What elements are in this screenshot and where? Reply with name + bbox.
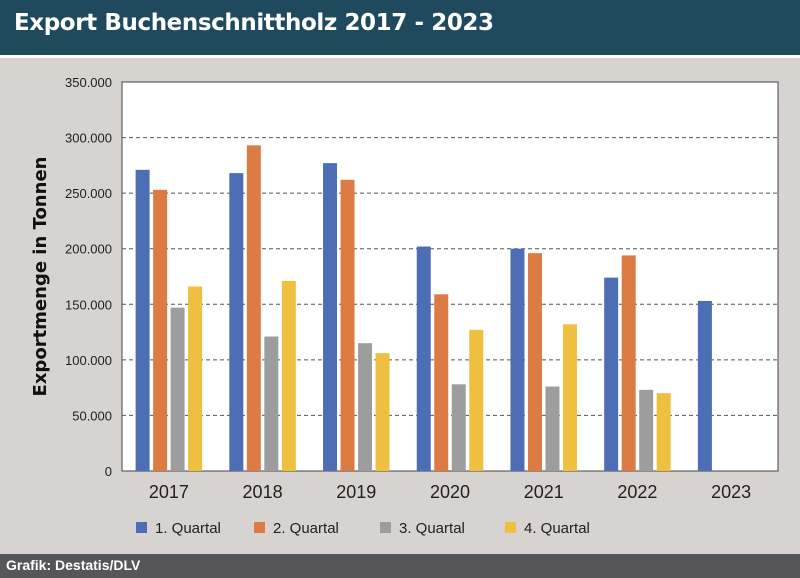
bar <box>639 389 654 471</box>
legend-swatch <box>254 522 265 533</box>
bar <box>246 145 261 471</box>
bar <box>375 353 390 471</box>
bar <box>264 336 279 471</box>
bar <box>281 280 296 471</box>
bar <box>340 179 355 471</box>
legend-label: 2. Quartal <box>273 520 339 537</box>
x-tick-label: 2017 <box>149 482 189 502</box>
legend-swatch <box>136 522 147 533</box>
source-credit: Grafik: Destatis/DLV <box>6 557 141 573</box>
legend-label: 1. Quartal <box>155 520 221 537</box>
y-tick-label: 200.000 <box>65 242 112 257</box>
bar <box>510 248 525 471</box>
bar-chart: 0 50.000 100.000 150.000 200.000 250.000 300.0… <box>30 75 779 537</box>
bar <box>656 393 671 471</box>
bar <box>527 253 542 471</box>
legend-swatch <box>505 522 516 533</box>
y-tick-label: 50.000 <box>72 408 112 423</box>
bar <box>229 173 244 471</box>
plot-area <box>121 81 779 472</box>
bar <box>416 246 431 471</box>
bar <box>469 329 484 471</box>
legend-swatch <box>380 522 391 533</box>
bar <box>545 386 560 471</box>
bar <box>135 169 150 471</box>
x-tick-label: 2021 <box>524 482 564 502</box>
legend-label: 4. Quartal <box>524 520 590 537</box>
bar <box>697 300 712 471</box>
y-tick-label: 0 <box>105 464 112 479</box>
y-tick-label: 300.000 <box>65 131 112 146</box>
legend-label: 3. Quartal <box>399 520 465 537</box>
y-tick-label: 100.000 <box>65 353 112 368</box>
bar <box>604 277 619 471</box>
bar <box>188 286 203 471</box>
bar <box>451 384 466 471</box>
source-bar: Grafik: Destatis/DLV <box>0 554 800 578</box>
title-bar: Export Buchenschnittholz 2017 - 2023 <box>0 0 800 58</box>
y-axis-title: Exportmenge in Tonnen <box>30 157 51 397</box>
x-tick-label: 2019 <box>336 482 376 502</box>
bar <box>562 324 577 471</box>
bar <box>153 189 168 471</box>
x-tick-label: 2020 <box>430 482 470 502</box>
y-tick-label: 150.000 <box>65 297 112 312</box>
x-tick-label: 2018 <box>243 482 283 502</box>
x-tick-label: 2022 <box>617 482 657 502</box>
x-tick-label: 2023 <box>711 482 751 502</box>
bar <box>621 255 636 471</box>
bar <box>358 343 373 471</box>
bar <box>434 294 449 471</box>
bar <box>323 163 338 471</box>
chart-title: Export Buchenschnittholz 2017 - 2023 <box>14 10 494 36</box>
bar <box>170 307 185 471</box>
y-tick-label: 350.000 <box>65 75 112 90</box>
y-tick-label: 250.000 <box>65 186 112 201</box>
